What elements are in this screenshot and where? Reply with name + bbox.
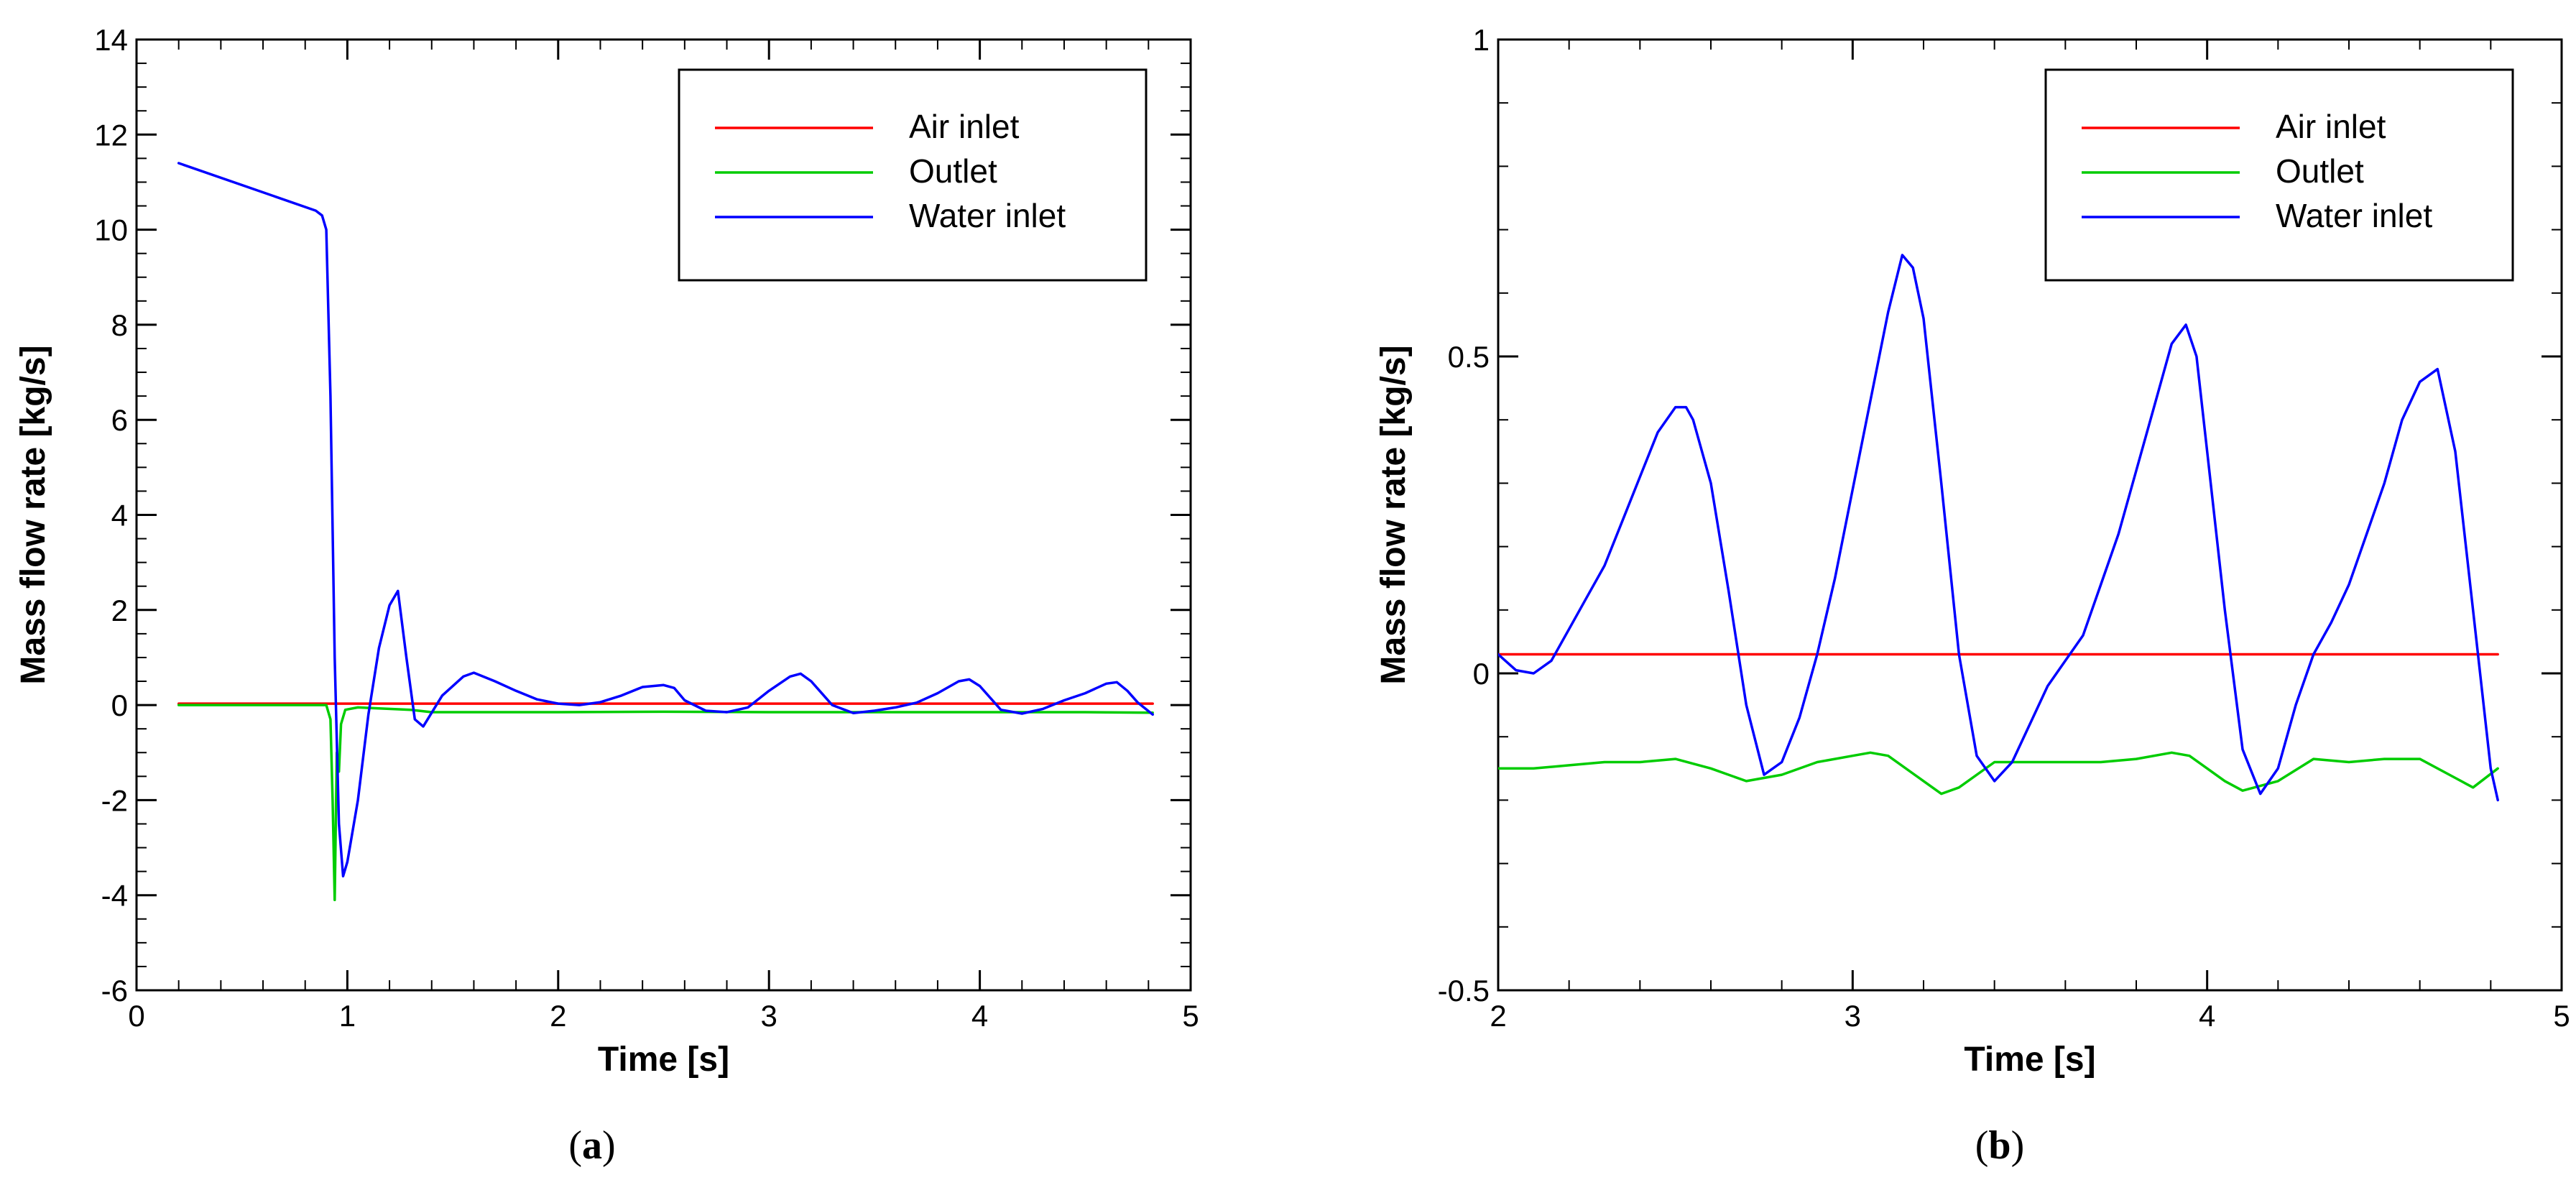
panel-a-x-tick-label: 5	[1182, 999, 1199, 1033]
panel-a-series-group	[177, 162, 1154, 902]
panel-a-caption: (a)	[568, 1123, 615, 1168]
panel-a-y-tick-label: 12	[94, 118, 128, 152]
panel-a-legend-label: Outlet	[909, 152, 997, 190]
panel-a-y-tick-label: 10	[94, 213, 128, 247]
panel-a-x-tick-label: 3	[761, 999, 777, 1033]
panel-b-y-tick-label: 0	[1473, 657, 1490, 691]
panel-a-series-water-inlet	[177, 162, 1154, 877]
caption-b-suffix: )	[2011, 1123, 2025, 1168]
panel-b-plot-frame	[1497, 38, 2563, 992]
panel-b-series-water-inlet	[1498, 254, 2499, 802]
caption-a-prefix: (	[568, 1123, 582, 1168]
panel-a-y-tick-label: 0	[111, 688, 128, 722]
panel-a-y-tick-label: 2	[111, 594, 128, 627]
panel-b-legend-label: Air inlet	[2276, 108, 2386, 145]
panel-a-legend-label: Air inlet	[909, 108, 1020, 145]
panel-b-y-tick-label: 1	[1473, 23, 1490, 57]
panel-b: 2 3 4 5 -0.5 0 0.5 1 Time [s] Mass flow rate [kg/…	[1375, 23, 2570, 1079]
panel-b-y-tick-label: 0.5	[1448, 340, 1490, 374]
panel-a-series-outlet	[177, 704, 1154, 902]
panel-b-x-tick-label: 2	[1490, 999, 1506, 1033]
panel-b-x-axis-title: Time [s]	[1964, 1041, 2095, 1079]
panel-a-y-tick-label: 14	[94, 23, 128, 57]
panel-a-y-tick-label: 4	[111, 499, 128, 533]
panel-b-x-tick-label: 3	[1845, 999, 1861, 1033]
panel-a-y-tick-label: -2	[101, 783, 128, 817]
panel-a-y-tick-label: 8	[111, 308, 128, 342]
panel-b-series-group	[1498, 254, 2499, 802]
caption-a-suffix: )	[602, 1123, 616, 1168]
panel-b-legend-box	[2044, 68, 2514, 282]
panel-b-x-tick-label: 5	[2553, 999, 2570, 1033]
panel-a-y-tick-label: 6	[111, 403, 128, 437]
caption-b-letter: b	[1988, 1123, 2011, 1168]
panel-b-series-outlet	[1498, 751, 2499, 796]
panel-a-legend-label: Water inlet	[909, 197, 1066, 234]
panel-b-x-tick-label: 4	[2199, 999, 2215, 1033]
caption-a-letter: a	[582, 1123, 602, 1168]
panel-b-legend-label: Water inlet	[2276, 197, 2432, 234]
panel-b-y-axis-title: Mass flow rate [kg/s]	[1375, 345, 1413, 684]
panel-b-legend-label: Outlet	[2276, 152, 2364, 190]
panel-a-x-tick-label: 2	[550, 999, 566, 1033]
panel-a-x-tick-label: 1	[339, 999, 356, 1033]
caption-b-prefix: (	[1975, 1123, 1989, 1168]
panel-a-y-axis-title: Mass flow rate [kg/s]	[14, 345, 52, 684]
panel-b-y-tick-label: -0.5	[1438, 974, 1490, 1008]
panel-a-x-axis-title: Time [s]	[598, 1041, 729, 1079]
panel-a-legend-box	[678, 68, 1148, 282]
panel-b-caption: (b)	[1975, 1123, 2024, 1168]
panel-a-y-tick-label: -4	[101, 879, 128, 913]
panel-a-x-tick-label: 4	[971, 999, 988, 1033]
panel-a-y-tick-label: -6	[101, 974, 128, 1008]
panel-a-x-tick-label: 0	[128, 999, 144, 1033]
